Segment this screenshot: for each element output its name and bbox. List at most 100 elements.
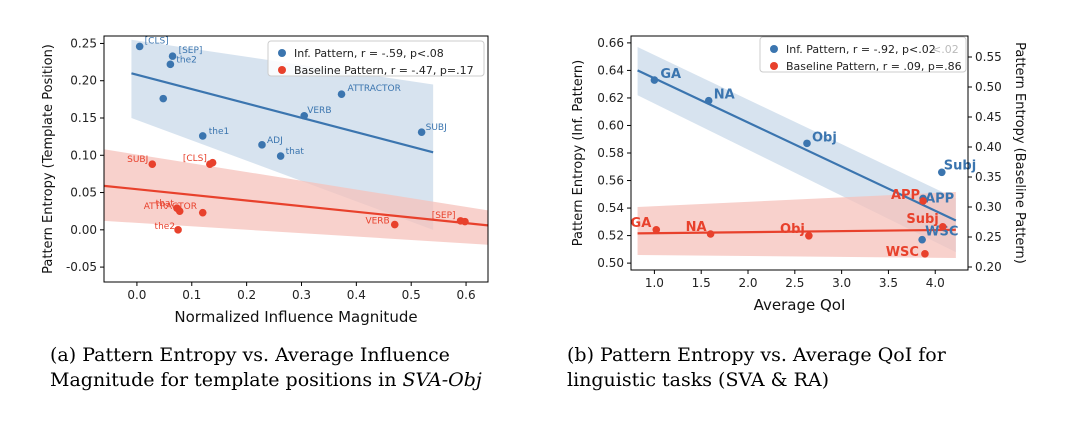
x-tick-label: 2.5 [785,276,804,290]
legend-box [267,40,485,77]
legend: Inf. Pattern, r = -.59, p<.08 Baseline Pa… [267,40,485,77]
y-right-tick-label: 0.35 [975,170,1002,184]
data-point [337,90,346,98]
x-tick-label: 1.5 [692,276,711,290]
data-point [198,132,207,140]
caption-b-line2: linguistic tasks (SVA & RA) [567,369,830,391]
data-point [919,197,927,205]
data-label: WSC [925,225,958,240]
y-tick-label: 0.58 [597,146,624,160]
data-label: WSC [886,245,919,260]
x-tick-label: 0.6 [457,288,476,302]
data-label: NA [686,220,707,235]
y-right-tick-label: 0.40 [975,140,1002,154]
data-point [652,226,661,234]
data-point [706,230,715,238]
inf-patternfit-line [131,72,434,154]
data-label: the1 [209,127,230,137]
data-label: Subj [944,158,976,173]
y-axis-title: Pattern Entropy (Template Position) [41,44,56,274]
y-tick-label: 0.60 [597,118,624,132]
data-label: the2 [155,222,176,232]
y-right-tick-label: 0.45 [975,110,1002,124]
y-tick-label: 0.10 [70,148,97,162]
y-tick-label: 0.66 [597,36,624,50]
legend-entry: Inf. Pattern, r = -.92, p<.02 [786,43,936,56]
y-right-axis-title: Pattern Entropy (Baseline Pattern) [1012,42,1027,264]
x-tick-label: 3.5 [879,276,898,290]
data-label: VERB [365,217,389,227]
legend-entry: Baseline Pattern, r = -.47, p=.17 [294,64,474,77]
data-point [918,235,926,244]
x-tick-label: 0.2 [237,288,256,302]
data-point [650,76,659,84]
plot-frame [103,35,489,283]
legend-entry: Inf. Pattern, r = -.59, p<.08 [294,47,444,60]
data-label: that [286,147,305,157]
legend-marker [278,66,286,74]
y-tick-label: 0.62 [597,91,624,105]
y-tick-label: 0.05 [70,186,97,200]
x-axis-title: Average QoI [754,296,846,314]
baseline-patternfit-line [637,228,956,235]
y-tick-label: 0.52 [597,229,624,243]
data-label: ATTRACTOR [144,202,197,212]
legend-box [759,36,967,73]
y-tick-label: 0.54 [597,201,624,215]
data-label: ADJ [267,136,283,146]
data-label: Subj [906,212,938,227]
data-point [300,111,309,120]
data-point [166,60,175,69]
plot-area [637,47,957,258]
data-point [803,139,811,148]
x-axis-title: Normalized Influence Magnitude [174,308,417,326]
legend-ghost-text: <.02 [932,43,959,56]
x-tick-label: 1.0 [645,276,664,290]
plot-area [104,39,488,245]
legend-marker [770,62,778,70]
baseline-patternfit-line [104,184,488,227]
data-label: Obj [812,130,837,145]
data-point [159,94,168,103]
caption-a: (a) Pattern Entropy vs. Average Influenc… [50,343,510,393]
data-point [805,232,813,240]
y-tick-label: 0.20 [70,74,97,88]
legend: Inf. Pattern, r = -.92, p<.02 Baseline Pa… [759,36,967,73]
data-label: APP [891,188,920,203]
legend-entry: Baseline Pattern, r = .09, p=.86 [786,60,962,73]
data-label: [SEP] [179,46,203,56]
data-point [168,52,177,60]
data-point [417,128,426,136]
data-label: GA [660,67,681,82]
data-point [704,96,713,105]
data-point [148,160,157,169]
caption-a-line1: (a) Pattern Entropy vs. Average Influenc… [50,344,450,366]
data-label: [CLS] [183,154,207,164]
data-point [135,42,144,51]
data-label: [CLS] [145,36,169,46]
x-tick-label: 0.4 [347,288,366,302]
baseline-patternconfidence-band [637,192,956,258]
x-tick-label: 0.3 [292,288,311,302]
y-tick-label: 0.64 [597,63,624,77]
y-right-tick-label: 0.55 [975,50,1002,64]
inf-patternconfidence-band [131,39,434,230]
caption-a-italic: SVA-Obj [402,369,482,391]
chart-b: GA NA Obj Subj APP WSC GA NA Obj Subj APP WSC 1.0 1.5… [571,35,1027,314]
data-point [937,168,946,177]
inf-patternfit-line [637,69,957,222]
y-right-tick-label: 0.30 [975,200,1002,214]
caption-b: (b) Pattern Entropy vs. Average QoI for … [567,343,1027,393]
caption-a-line2: Magnitude for template positions in [50,369,397,391]
baseline-patternconfidence-band [104,149,488,245]
y-right-tick-label: 0.25 [975,230,1002,244]
data-label: SUBJ [426,123,447,133]
y-tick-label: -0.05 [66,260,97,274]
y-tick-label: 0.50 [597,256,624,270]
y-right-tick-label: 0.50 [975,80,1002,94]
y-tick-label: 0.25 [70,36,97,50]
data-point [208,158,217,167]
x-tick-label: 0.0 [127,288,146,302]
